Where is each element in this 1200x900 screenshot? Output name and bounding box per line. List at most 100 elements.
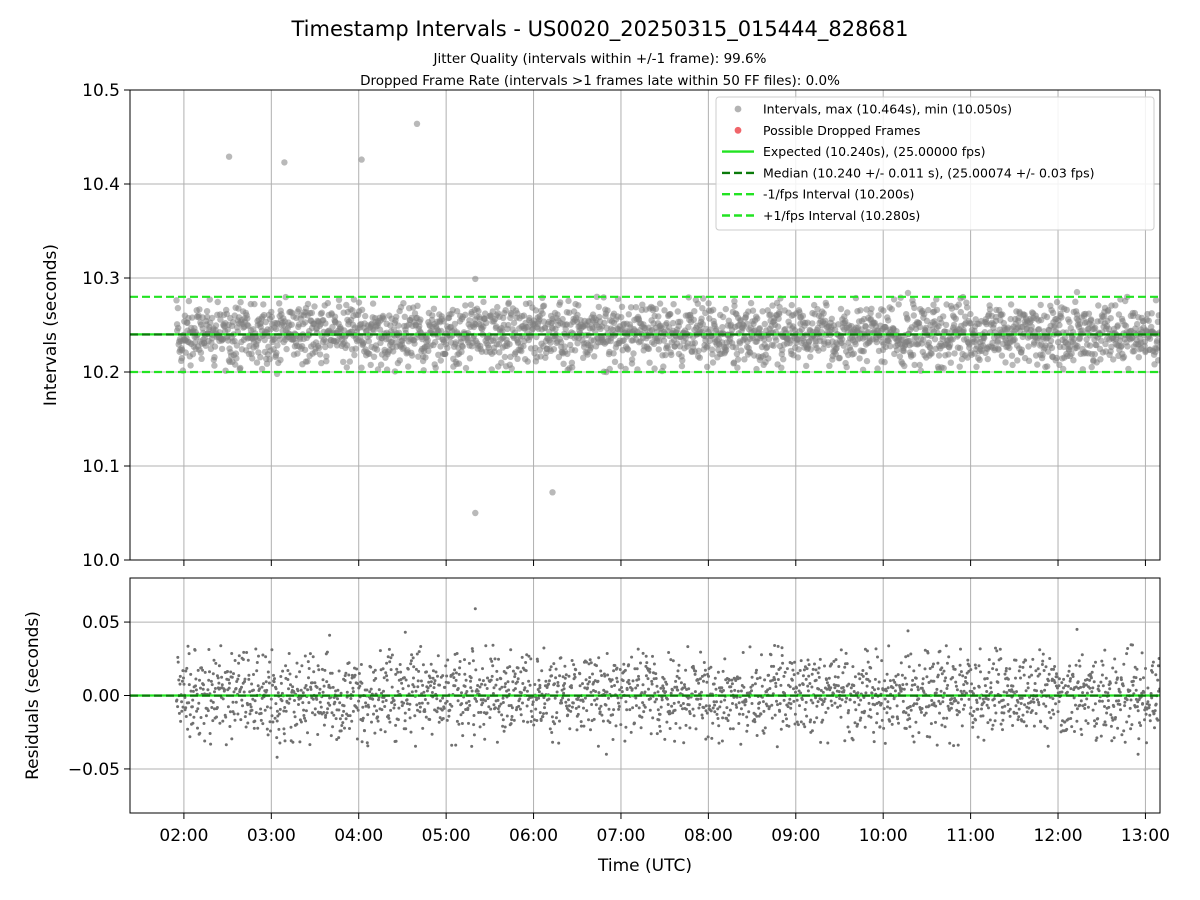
data-point (1045, 726, 1049, 730)
data-point (974, 718, 978, 722)
data-point (587, 344, 594, 351)
data-point (862, 696, 866, 699)
data-point (404, 678, 408, 682)
data-point (971, 725, 975, 729)
data-point (673, 739, 677, 743)
data-point (1111, 666, 1115, 670)
data-point (935, 687, 939, 691)
data-point (891, 715, 895, 719)
data-point (951, 665, 955, 668)
data-point (265, 688, 269, 692)
data-point (399, 670, 403, 674)
data-point (589, 661, 593, 665)
data-point (400, 300, 407, 307)
data-point (710, 306, 717, 313)
data-point (814, 678, 818, 682)
data-point (633, 667, 637, 671)
data-point (596, 679, 600, 683)
data-point (242, 690, 246, 694)
data-point (335, 296, 343, 303)
data-point (718, 705, 722, 709)
data-point (508, 365, 515, 372)
data-point (198, 355, 205, 362)
data-point (1154, 318, 1160, 325)
data-point (324, 713, 328, 717)
data-point (257, 354, 264, 361)
data-point (966, 344, 973, 351)
data-point (455, 652, 459, 655)
data-point (1015, 711, 1019, 715)
data-point (507, 688, 511, 692)
data-point (312, 670, 316, 674)
data-point (1047, 679, 1050, 683)
data-point (1080, 653, 1084, 657)
data-point (470, 689, 474, 693)
data-point (1151, 660, 1155, 664)
data-point (753, 682, 757, 686)
data-point (940, 313, 947, 320)
data-point (380, 708, 384, 712)
data-point (874, 365, 881, 372)
data-point (529, 709, 533, 713)
data-point (776, 303, 783, 311)
data-point (574, 706, 578, 710)
data-point (1012, 690, 1015, 694)
data-point (1029, 665, 1032, 669)
data-point (197, 349, 205, 356)
data-point (875, 712, 879, 716)
data-point (1023, 703, 1027, 707)
data-point (542, 712, 545, 716)
data-point (416, 685, 420, 689)
data-point (268, 660, 272, 664)
data-point (1126, 647, 1130, 650)
data-point (595, 303, 602, 311)
data-point (973, 663, 977, 667)
data-point (563, 664, 567, 668)
data-point (959, 670, 963, 674)
data-point (522, 719, 525, 723)
data-point (1016, 718, 1020, 722)
legend-item: Median (10.240 +/- 0.011 s), (25.00074 +… (722, 165, 1094, 180)
data-point (993, 719, 997, 723)
data-point (197, 701, 201, 705)
data-point (595, 697, 599, 701)
data-point (391, 696, 395, 700)
data-point (336, 697, 339, 701)
data-point (1001, 728, 1004, 732)
data-point (537, 696, 541, 700)
data-point (967, 664, 971, 668)
data-point (729, 685, 733, 689)
data-point (801, 683, 805, 686)
data-point (551, 740, 555, 744)
data-point (923, 648, 927, 652)
data-point (791, 668, 795, 672)
data-point (339, 729, 343, 733)
data-point (659, 705, 663, 709)
data-point (730, 682, 734, 686)
data-point (1032, 700, 1036, 704)
data-point (1001, 718, 1005, 722)
data-point (593, 679, 597, 683)
data-point (943, 725, 947, 729)
data-point (604, 703, 608, 707)
data-point (404, 727, 408, 731)
data-point (669, 658, 673, 662)
data-point (637, 674, 640, 678)
data-point (610, 685, 614, 688)
data-point (241, 704, 244, 708)
data-point (803, 725, 807, 729)
data-point (651, 365, 658, 372)
data-point (380, 691, 383, 695)
data-point (409, 730, 413, 734)
data-point (377, 688, 381, 692)
data-point (467, 699, 471, 703)
legend-label: Intervals, max (10.464s), min (10.050s) (763, 102, 1012, 117)
data-point (471, 659, 475, 663)
data-point (810, 672, 814, 676)
data-point (379, 728, 383, 732)
data-point (847, 709, 851, 712)
data-point (417, 650, 421, 654)
outlier-point (275, 755, 279, 759)
data-point (963, 299, 970, 306)
data-point (547, 679, 551, 683)
